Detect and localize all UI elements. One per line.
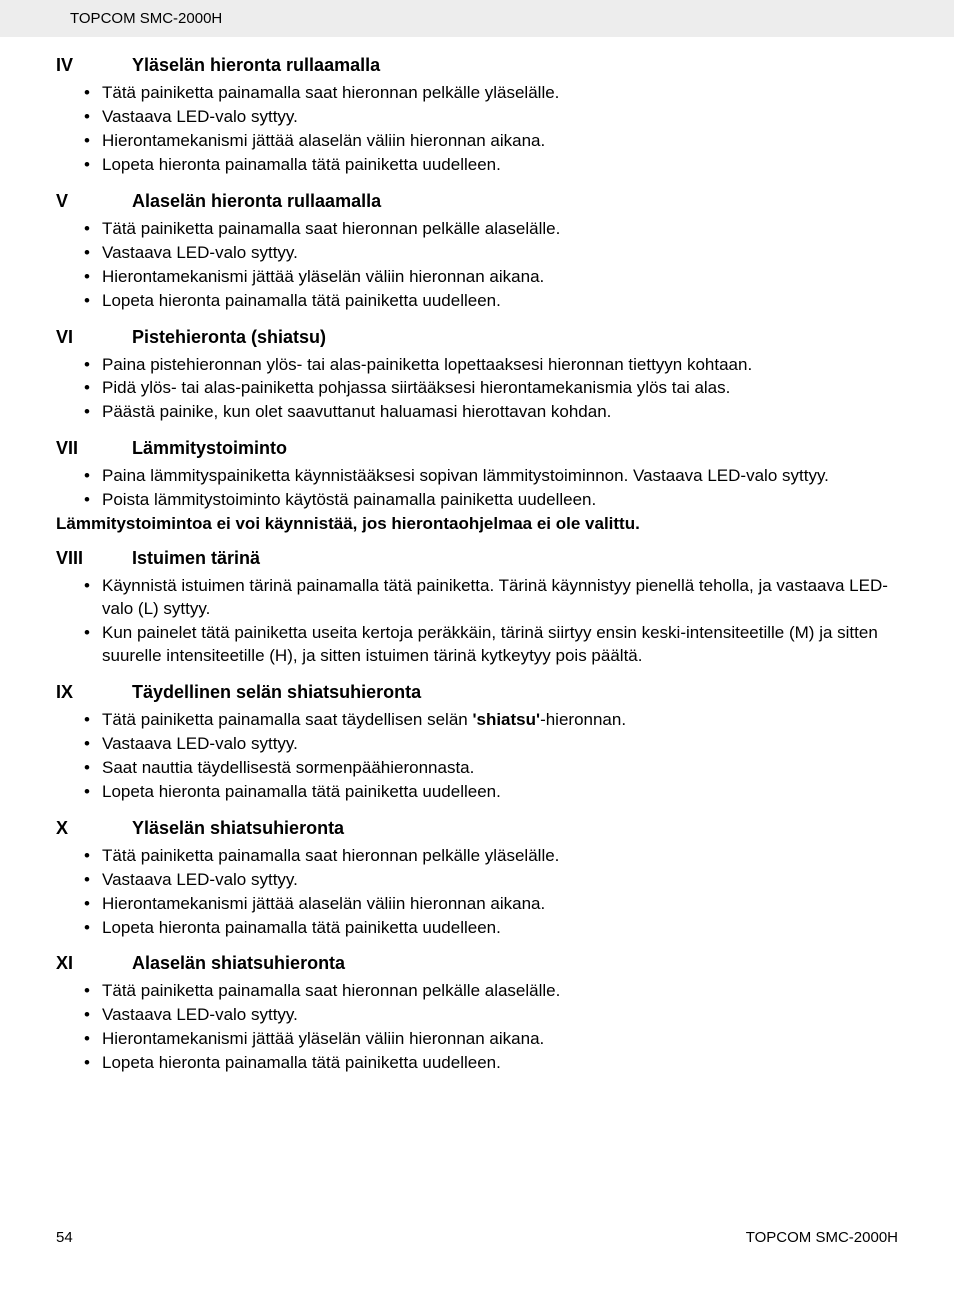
section-iv: IV Yläselän hieronta rullaamalla Tätä pa…	[56, 55, 898, 177]
list-item-bold: 'shiatsu'	[472, 710, 540, 729]
list-item: Hierontamekanismi jättää alaselän väliin…	[84, 130, 898, 153]
list-item: Paina lämmityspainiketta käynnistääksesi…	[84, 465, 898, 488]
section-ix: IX Täydellinen selän shiatsuhieronta Tät…	[56, 682, 898, 804]
section-num: XI	[56, 953, 132, 974]
page-number: 54	[56, 1229, 73, 1246]
section-title: Istuimen tärinä	[132, 548, 898, 569]
header-bar: TOPCOM SMC-2000H	[0, 0, 954, 37]
section-title: Yläselän shiatsuhieronta	[132, 818, 898, 839]
section-xi: XI Alaselän shiatsuhieronta Tätä painike…	[56, 953, 898, 1075]
section-num: X	[56, 818, 132, 839]
section-num: VI	[56, 327, 132, 348]
section-x: X Yläselän shiatsuhieronta Tätä painiket…	[56, 818, 898, 940]
section-v: V Alaselän hieronta rullaamalla Tätä pai…	[56, 191, 898, 313]
list-item: Lopeta hieronta painamalla tätä painiket…	[84, 781, 898, 804]
list-item-pre: Tätä painiketta painamalla saat täydelli…	[102, 710, 472, 729]
section-title: Lämmitystoiminto	[132, 438, 898, 459]
section-heading: IV Yläselän hieronta rullaamalla	[56, 55, 898, 76]
list-item: Hierontamekanismi jättää alaselän väliin…	[84, 893, 898, 916]
section-title: Alaselän shiatsuhieronta	[132, 953, 898, 974]
list-item: Paina pistehieronnan ylös- tai alas-pain…	[84, 354, 898, 377]
list-item: Tätä painiketta painamalla saat hieronna…	[84, 82, 898, 105]
bullet-list: Tätä painiketta painamalla saat hieronna…	[56, 82, 898, 177]
list-item: Kun painelet tätä painiketta useita kert…	[84, 622, 898, 668]
list-item-post: -hieronnan.	[540, 710, 626, 729]
section-heading: XI Alaselän shiatsuhieronta	[56, 953, 898, 974]
section-title: Täydellinen selän shiatsuhieronta	[132, 682, 898, 703]
footer: 54 TOPCOM SMC-2000H	[0, 1229, 954, 1246]
section-num: IV	[56, 55, 132, 76]
bullet-list: Tätä painiketta painamalla saat hieronna…	[56, 218, 898, 313]
section-title: Yläselän hieronta rullaamalla	[132, 55, 898, 76]
list-item: Käynnistä istuimen tärinä painamalla tät…	[84, 575, 898, 621]
section-title: Pistehieronta (shiatsu)	[132, 327, 898, 348]
section-num: IX	[56, 682, 132, 703]
list-item: Tätä painiketta painamalla saat hieronna…	[84, 980, 898, 1003]
section-vii: VII Lämmitystoiminto Paina lämmityspaini…	[56, 438, 898, 534]
list-item: Vastaava LED-valo syttyy.	[84, 733, 898, 756]
list-item: Poista lämmitystoiminto käytöstä painama…	[84, 489, 898, 512]
list-item: Vastaava LED-valo syttyy.	[84, 869, 898, 892]
content: IV Yläselän hieronta rullaamalla Tätä pa…	[0, 37, 954, 1075]
section-title: Alaselän hieronta rullaamalla	[132, 191, 898, 212]
bullet-list: Tätä painiketta painamalla saat täydelli…	[56, 709, 898, 804]
list-item: Lopeta hieronta painamalla tätä painiket…	[84, 917, 898, 940]
bullet-list: Tätä painiketta painamalla saat hieronna…	[56, 980, 898, 1075]
bullet-list: Tätä painiketta painamalla saat hieronna…	[56, 845, 898, 940]
section-heading: VI Pistehieronta (shiatsu)	[56, 327, 898, 348]
bullet-list: Paina lämmityspainiketta käynnistääksesi…	[56, 465, 898, 512]
section-note: Lämmitystoimintoa ei voi käynnistää, jos…	[56, 514, 898, 534]
section-num: VIII	[56, 548, 132, 569]
section-num: VII	[56, 438, 132, 459]
list-item: Tätä painiketta painamalla saat hieronna…	[84, 845, 898, 868]
list-item: Vastaava LED-valo syttyy.	[84, 242, 898, 265]
section-num: V	[56, 191, 132, 212]
list-item: Hierontamekanismi jättää yläselän väliin…	[84, 266, 898, 289]
section-heading: V Alaselän hieronta rullaamalla	[56, 191, 898, 212]
page: TOPCOM SMC-2000H IV Yläselän hieronta ru…	[0, 0, 954, 1294]
list-item: Lopeta hieronta painamalla tätä painiket…	[84, 1052, 898, 1075]
list-item: Pidä ylös- tai alas-painiketta pohjassa …	[84, 377, 898, 400]
section-vi: VI Pistehieronta (shiatsu) Paina pistehi…	[56, 327, 898, 425]
list-item: Vastaava LED-valo syttyy.	[84, 1004, 898, 1027]
list-item: Tätä painiketta painamalla saat hieronna…	[84, 218, 898, 241]
list-item: Hierontamekanismi jättää yläselän väliin…	[84, 1028, 898, 1051]
list-item: Vastaava LED-valo syttyy.	[84, 106, 898, 129]
list-item: Lopeta hieronta painamalla tätä painiket…	[84, 154, 898, 177]
list-item: Saat nauttia täydellisestä sormenpäähier…	[84, 757, 898, 780]
section-heading: IX Täydellinen selän shiatsuhieronta	[56, 682, 898, 703]
section-heading: VII Lämmitystoiminto	[56, 438, 898, 459]
list-item: Lopeta hieronta painamalla tätä painiket…	[84, 290, 898, 313]
list-item: Päästä painike, kun olet saavuttanut hal…	[84, 401, 898, 424]
section-viii: VIII Istuimen tärinä Käynnistä istuimen …	[56, 548, 898, 668]
section-heading: VIII Istuimen tärinä	[56, 548, 898, 569]
footer-product: TOPCOM SMC-2000H	[746, 1229, 898, 1246]
bullet-list: Paina pistehieronnan ylös- tai alas-pain…	[56, 354, 898, 425]
header-product: TOPCOM SMC-2000H	[70, 10, 222, 27]
list-item: Tätä painiketta painamalla saat täydelli…	[84, 709, 898, 732]
section-heading: X Yläselän shiatsuhieronta	[56, 818, 898, 839]
bullet-list: Käynnistä istuimen tärinä painamalla tät…	[56, 575, 898, 668]
